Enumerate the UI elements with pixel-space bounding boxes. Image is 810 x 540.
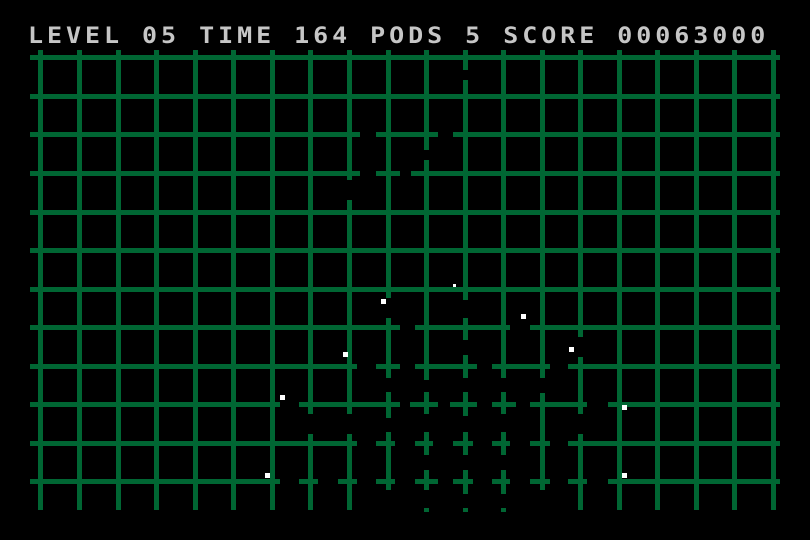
grid-wall-vertical <box>540 50 545 378</box>
grid-wall-vertical <box>463 50 468 70</box>
grid-wall-vertical <box>386 318 391 378</box>
grid-wall-vertical <box>116 50 121 510</box>
grid-wall-vertical <box>308 50 313 414</box>
pod-dot <box>381 299 386 304</box>
grid-wall-vertical <box>424 470 429 490</box>
grid-wall-vertical <box>501 508 506 512</box>
grid-wall-horizontal <box>568 364 780 369</box>
pod-dot <box>343 352 348 357</box>
pod-dot <box>569 347 574 352</box>
score-value: 00063000 <box>617 22 770 49</box>
grid-wall-horizontal <box>376 132 438 137</box>
pod-dot <box>622 473 627 478</box>
pods-value: 5 <box>465 22 485 49</box>
grid-wall-vertical <box>463 392 468 416</box>
grid-wall-horizontal <box>530 402 587 407</box>
grid-wall-vertical <box>424 50 429 150</box>
grid-wall-vertical <box>424 392 429 414</box>
grid-wall-vertical <box>386 50 391 298</box>
score-label: SCORE <box>503 22 599 49</box>
pod-dot <box>265 473 270 478</box>
grid-wall-vertical <box>154 50 159 510</box>
time-label: TIME <box>199 22 276 49</box>
grid-wall-vertical <box>231 50 236 510</box>
grid-wall-horizontal <box>30 287 780 292</box>
grid-wall-vertical <box>463 508 468 512</box>
grid-wall-horizontal <box>30 210 780 215</box>
grid-wall-horizontal <box>568 479 587 484</box>
grid-wall-vertical <box>270 50 275 510</box>
grid-wall-vertical <box>347 434 352 510</box>
grid-wall-vertical <box>424 160 429 380</box>
grid-wall-vertical <box>578 357 583 414</box>
grid-wall-vertical <box>386 432 391 490</box>
grid-wall-vertical <box>77 50 82 510</box>
grid-wall-vertical <box>617 50 622 510</box>
grid-wall-vertical <box>540 393 545 490</box>
pod-dot <box>622 405 627 410</box>
grid-wall-vertical <box>463 318 468 340</box>
level-value: 05 <box>142 22 181 49</box>
grid-wall-horizontal <box>411 171 780 176</box>
grid-wall-horizontal <box>415 325 510 330</box>
grid-wall-vertical <box>424 432 429 455</box>
grid-wall-vertical <box>501 470 506 494</box>
grid-wall-vertical <box>386 392 391 418</box>
grid-wall-vertical <box>463 470 468 494</box>
level-label: LEVEL <box>28 22 124 49</box>
grid-wall-vertical <box>347 50 352 180</box>
grid-wall-horizontal <box>30 55 780 60</box>
grid-wall-horizontal <box>30 248 780 253</box>
time-value: 164 <box>294 22 352 49</box>
grid-wall-vertical <box>347 200 352 414</box>
grid-wall-vertical <box>501 432 506 455</box>
pod-dot <box>521 314 526 319</box>
grid-wall-vertical <box>38 50 43 510</box>
grid-wall-vertical <box>732 50 737 510</box>
grid-wall-horizontal <box>376 479 395 484</box>
pods-label: PODS <box>370 22 447 49</box>
grid-wall-vertical <box>501 50 506 378</box>
grid-wall-vertical <box>424 508 429 512</box>
grid-wall-horizontal <box>376 441 395 446</box>
grid-wall-vertical <box>578 50 583 337</box>
grid-wall-horizontal <box>568 441 780 446</box>
grid-wall-vertical <box>193 50 198 510</box>
grid-wall-vertical <box>501 392 506 414</box>
grid-wall-vertical <box>463 355 468 378</box>
grid-wall-horizontal <box>30 94 780 99</box>
pod-dot <box>453 284 456 287</box>
grid-wall-vertical <box>655 50 660 510</box>
grid-wall-vertical <box>308 434 313 510</box>
grid-wall-vertical <box>771 50 776 510</box>
grid-wall-vertical <box>463 432 468 455</box>
grid-wall-horizontal <box>30 325 400 330</box>
grid-wall-horizontal <box>415 364 477 369</box>
grid-wall-vertical <box>578 434 583 510</box>
grid-wall-vertical <box>694 50 699 510</box>
grid-wall-horizontal <box>453 132 780 137</box>
grid-wall-horizontal <box>492 364 550 369</box>
grid-wall-vertical <box>463 80 468 300</box>
hud-status-bar: LEVEL 05 TIME 164 PODS 5 SCORE 00063000 <box>28 24 769 47</box>
pod-dot <box>280 395 285 400</box>
